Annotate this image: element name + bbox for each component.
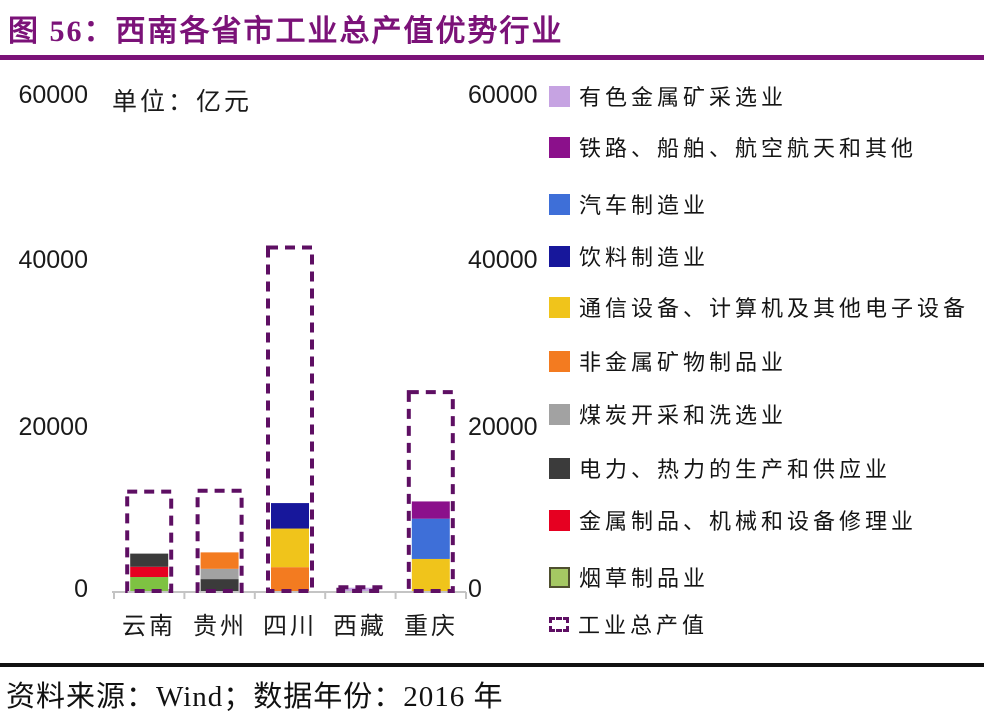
y-axis-right-tick-20000: 20000 [468,413,538,441]
bar-segment [271,528,309,568]
legend-swatch [549,296,570,318]
total-output-outline [266,245,314,593]
legend-item-tobacco: 烟草制品业 [549,563,709,591]
legend-swatch [549,350,570,372]
total-output-outline [195,488,244,593]
legend-item-metal-products: 金属制品、机械和设备修理业 [549,506,917,534]
bar-segment [130,553,169,567]
total-output-outline [336,585,385,593]
legend-label: 非金属矿物制品业 [579,350,788,375]
legend-label: 汽车制造业 [579,193,710,218]
bar-segment [200,579,239,591]
footer-rule [0,663,984,667]
title-rule [0,55,984,60]
unit-label: 单位：亿元 [112,89,253,116]
total-output-outline [125,489,174,594]
legend-label: 有色金属矿采选业 [579,85,788,110]
legend-swatch [549,136,570,158]
bar-segment [200,568,239,580]
legend-swatch [549,85,570,107]
y-axis-right-tick-60000: 60000 [468,81,538,109]
bar-segment [271,503,309,529]
total-output-dashed-marker [549,616,569,632]
bar-segment [411,558,450,591]
bar-segment [200,552,239,569]
legend-item-power-heat: 电力、热力的生产和供应业 [549,454,891,482]
y-axis-left-tick-60000: 60000 [18,81,88,109]
category-label-xizang: 西藏 [333,614,387,640]
legend-swatch [549,566,570,588]
y-axis-left-tick-40000: 40000 [18,246,88,274]
legend-label: 金属制品、机械和设备修理业 [579,509,918,534]
legend-label: 饮料制造业 [579,245,710,270]
bar-segment [130,577,169,591]
legend-item-coal-mining: 煤炭开采和洗选业 [549,400,787,428]
category-label-sichuan: 四川 [263,614,317,640]
legend-item-total-output: 工业总产值 [549,610,708,638]
category-label-guizhou: 贵州 [193,614,247,640]
bar-segment [411,518,450,559]
bar-segment [271,567,309,591]
y-axis-left-tick-20000: 20000 [18,413,88,441]
legend-item-auto-manufacturing: 汽车制造业 [549,190,709,218]
total-output-outline [406,390,455,594]
legend-swatch [549,245,570,267]
legend-label: 煤炭开采和洗选业 [579,403,788,428]
legend-label: 铁路、船舶、航空航天和其他 [579,136,918,161]
y-axis-left-tick-0: 0 [74,575,88,603]
legend-swatch [549,403,570,425]
legend-item-nonferrous-mining: 有色金属矿采选业 [549,82,787,110]
category-label-chongqing: 重庆 [404,614,458,640]
legend-item-nonmetal-minerals: 非金属矿物制品业 [549,347,787,375]
legend-label: 烟草制品业 [579,566,710,591]
bar-segment [130,566,169,578]
legend-item-beverage: 饮料制造业 [549,242,709,270]
category-label-yunnan: 云南 [122,614,176,640]
legend-label: 通信设备、计算机及其他电子设备 [579,296,970,321]
bar-segment [411,501,450,519]
y-axis-right-tick-0: 0 [468,575,482,603]
legend-item-rail-ship-aero: 铁路、船舶、航空航天和其他 [549,133,917,161]
legend-swatch [549,509,570,531]
legend-label: 电力、热力的生产和供应业 [579,457,892,482]
source-text: 资料来源：Wind；数据年份：2016 年 [6,681,504,713]
legend-swatch [549,457,570,479]
figure-title: 图 56：西南各省市工业总产值优势行业 [8,15,564,48]
legend-swatch [549,193,570,215]
legend-label: 工业总产值 [578,613,709,638]
legend-item-electronics: 通信设备、计算机及其他电子设备 [549,293,969,321]
y-axis-right-tick-40000: 40000 [468,246,538,274]
